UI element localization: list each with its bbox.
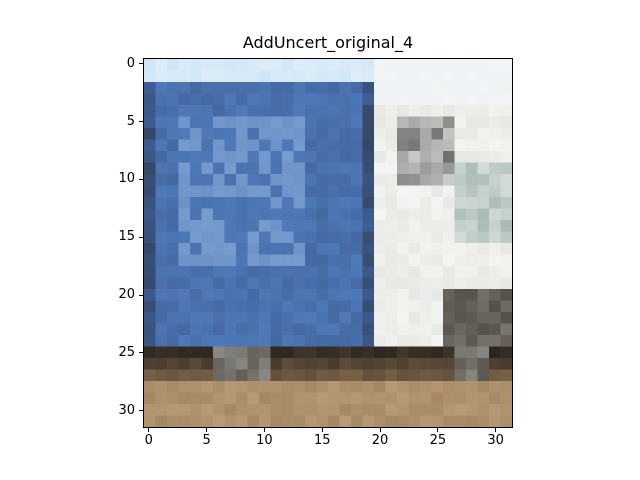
x-tick-mark: [206, 428, 208, 432]
y-tick-label: 10: [118, 171, 135, 187]
x-tick-label: 30: [487, 433, 504, 448]
y-tick-mark: [139, 410, 143, 412]
x-tick-label: 10: [256, 433, 273, 448]
y-tick-label: 25: [118, 344, 135, 360]
x-tick-mark: [437, 428, 439, 432]
x-tick-label: 0: [144, 433, 153, 448]
figure-title: AddUncert_original_4: [242, 33, 414, 52]
y-tick-label: 0: [126, 55, 135, 71]
x-tick-label: 5: [202, 433, 211, 448]
y-tick-label: 30: [118, 402, 135, 418]
x-tick-mark: [495, 428, 497, 432]
truck-image: [143, 58, 513, 428]
pixel-grid: [144, 59, 512, 427]
y-tick-label: 20: [118, 287, 135, 303]
y-tick-label: 15: [118, 229, 135, 245]
x-tick-mark: [148, 428, 150, 432]
y-tick-mark: [139, 352, 143, 354]
y-tick-mark: [139, 236, 143, 238]
y-tick-mark: [139, 178, 143, 180]
x-tick-mark: [321, 428, 323, 432]
y-tick-label: 5: [126, 113, 135, 129]
x-tick-label: 15: [313, 433, 331, 448]
x-tick-label: 20: [371, 433, 389, 448]
x-tick-label: 25: [429, 433, 447, 448]
y-tick-mark: [139, 294, 143, 296]
x-tick-mark: [263, 428, 265, 432]
x-tick-mark: [379, 428, 381, 432]
y-tick-mark: [139, 63, 143, 65]
y-tick-mark: [139, 121, 143, 123]
